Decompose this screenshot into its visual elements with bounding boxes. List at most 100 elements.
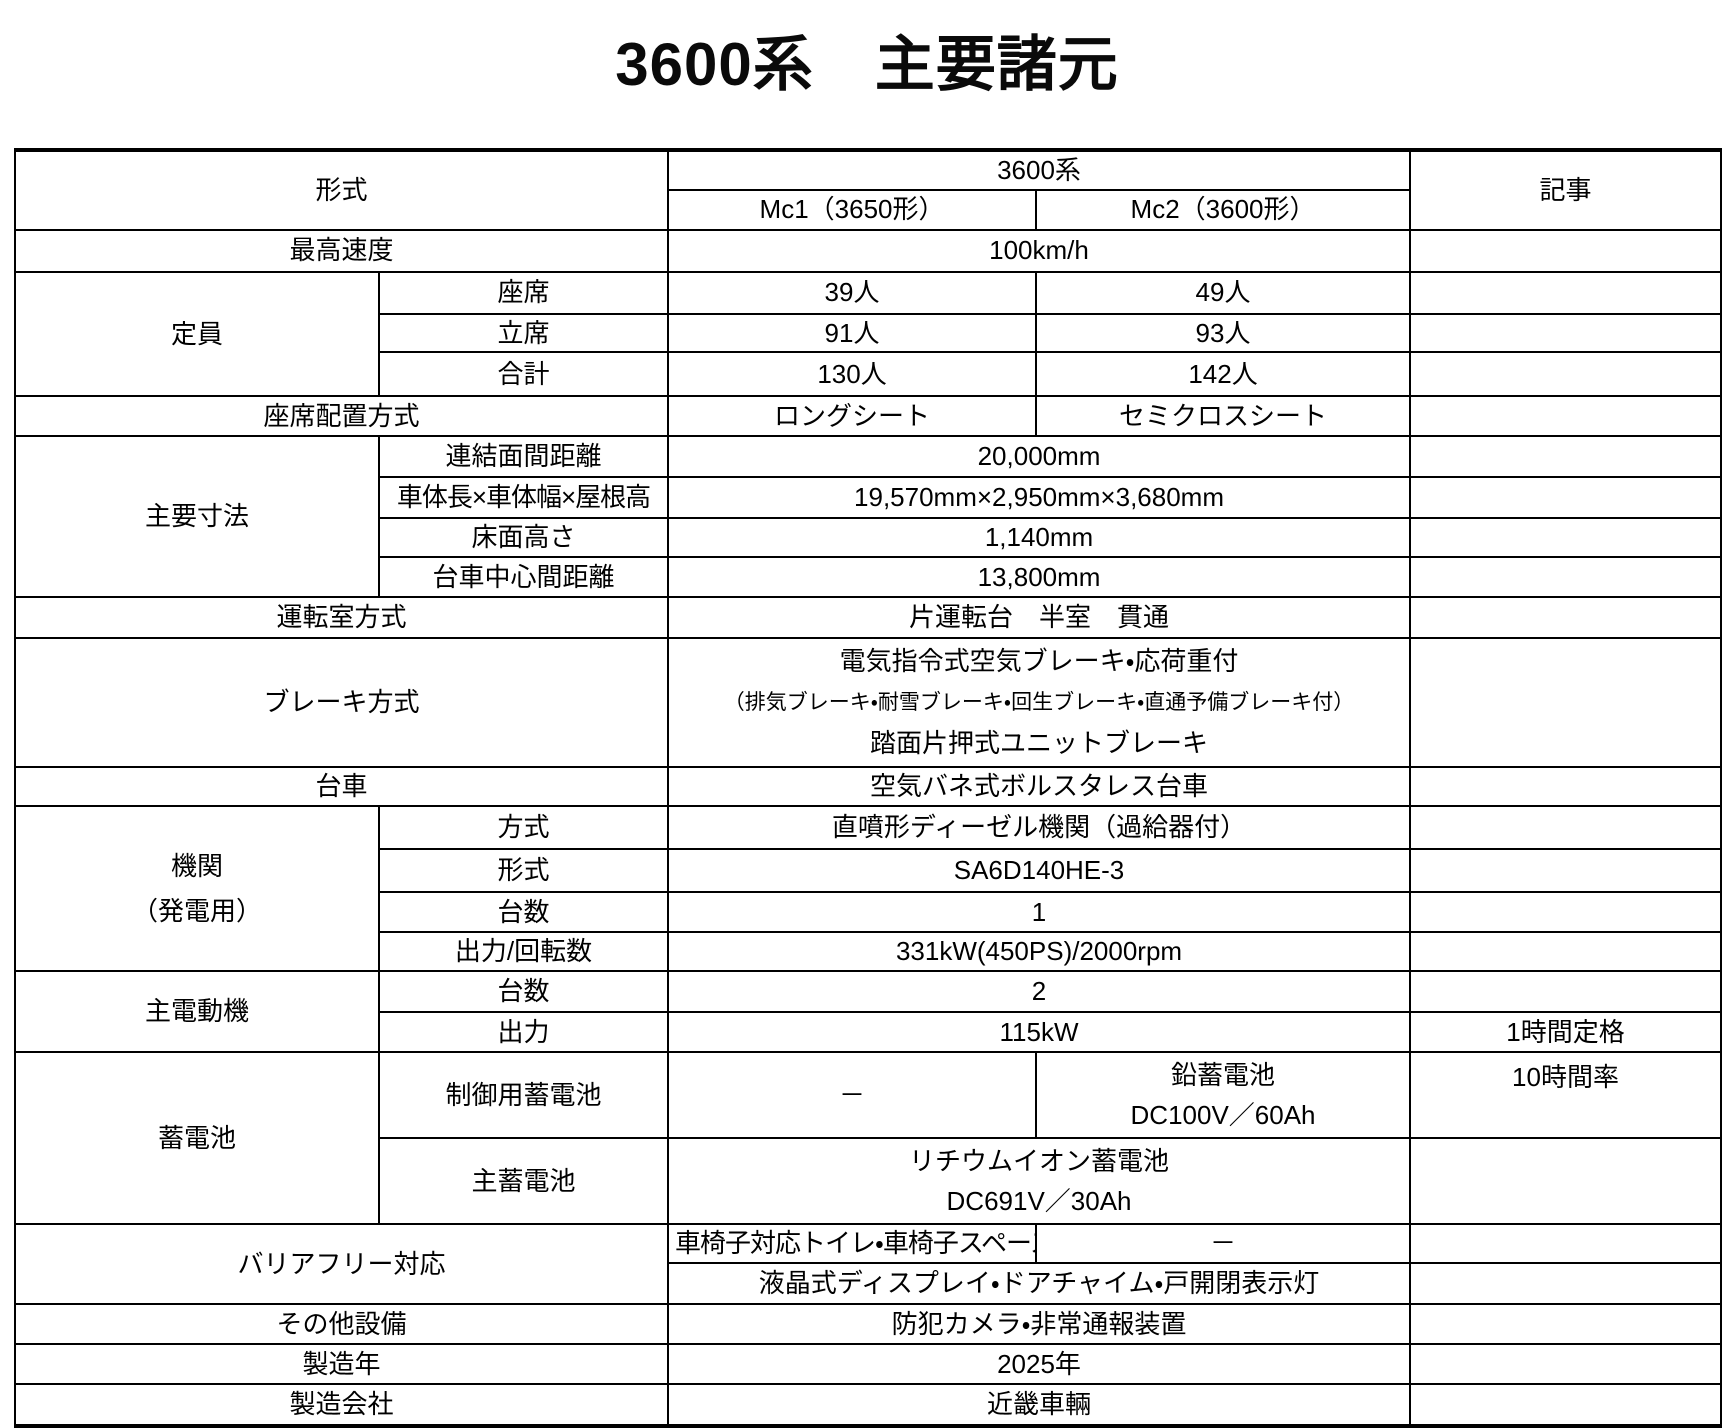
value-seat-layout-mc2: セミクロスシート — [1035, 395, 1412, 437]
notes-build-year — [1409, 1343, 1723, 1385]
notes-capacity-seated — [1409, 270, 1723, 315]
notes-body-size — [1409, 476, 1723, 519]
group-engine: 機関 （発電用） — [14, 805, 380, 972]
value-capacity-total-mc2: 142人 — [1035, 351, 1412, 397]
notes-bogie — [1409, 766, 1723, 807]
notes-coupling-length — [1409, 435, 1723, 478]
notes-barrier-free-2 — [1409, 1262, 1723, 1305]
header-mc2-cell: Mc2（3600形） — [1035, 188, 1412, 231]
label-capacity-seated: 座席 — [377, 270, 670, 315]
group-engine-line1: 機関 — [170, 850, 223, 881]
notes-engine-method — [1409, 805, 1723, 850]
label-engine-model: 形式 — [377, 848, 670, 893]
group-dimensions: 主要寸法 — [14, 435, 380, 598]
battery-control-mc2-line2: DC100V／60Ah — [1130, 1100, 1316, 1130]
value-capacity-seated-mc1: 39人 — [667, 270, 1038, 315]
label-manufacturer: 製造会社 — [13, 1383, 670, 1427]
label-battery-main: 主蓄電池 — [377, 1137, 670, 1225]
label-floor-height: 床面高さ — [377, 517, 670, 558]
value-battery-control-mc1: － — [667, 1051, 1038, 1139]
label-battery-control: 制御用蓄電池 — [377, 1051, 670, 1139]
group-battery: 蓄電池 — [14, 1051, 380, 1225]
value-floor-height: 1,140mm — [667, 517, 1412, 558]
brake-line-3: 踏面片押式ユニットブレーキ — [870, 728, 1209, 758]
label-capacity-standing: 立席 — [377, 312, 670, 353]
notes-max-speed — [1409, 228, 1723, 273]
label-motor-count: 台数 — [377, 970, 670, 1013]
notes-battery-control: 10時間率 — [1409, 1051, 1723, 1139]
label-body-size: 車体長×車体幅×屋根高 — [377, 476, 670, 519]
value-seat-layout-mc1: ロングシート — [667, 395, 1038, 437]
page-title: 3600系 主要諸元 — [615, 31, 1119, 98]
notes-other-equipment — [1409, 1303, 1723, 1345]
group-traction-motor: 主電動機 — [14, 970, 380, 1053]
value-bogie-distance: 13,800mm — [667, 556, 1412, 598]
notes-capacity-standing — [1409, 312, 1723, 353]
label-other-equipment: その他設備 — [13, 1303, 670, 1345]
value-coupling-length: 20,000mm — [667, 435, 1412, 478]
value-capacity-seated-mc2: 49人 — [1035, 270, 1412, 315]
battery-control-mc2-line1: 鉛蓄電池 — [1171, 1060, 1276, 1090]
group-barrier-free: バリアフリー対応 — [13, 1223, 670, 1305]
label-coupling-length: 連結面間距離 — [377, 435, 670, 478]
value-battery-control-mc2: 鉛蓄電池 DC100V／60Ah — [1035, 1051, 1412, 1139]
label-engine-output: 出力/回転数 — [377, 931, 670, 972]
brake-line-1: 電気指令式空気ブレーキ・応荷重付 — [839, 646, 1239, 676]
value-barrier-free-mc2: － — [1035, 1223, 1412, 1264]
value-capacity-standing-mc2: 93人 — [1035, 312, 1412, 353]
notes-floor-height — [1409, 517, 1723, 558]
notes-engine-count — [1409, 891, 1723, 933]
header-mc1-cell: Mc1（3650形） — [667, 188, 1038, 231]
notes-cab-type — [1409, 596, 1723, 639]
label-seat-layout: 座席配置方式 — [13, 395, 670, 437]
value-engine-method: 直噴形ディーゼル機関（過給器付） — [667, 805, 1412, 850]
value-bogie: 空気バネ式ボルスタレス台車 — [667, 766, 1412, 807]
header-series-cell: 3600系 — [667, 149, 1412, 191]
notes-barrier-free-1 — [1409, 1223, 1723, 1264]
label-bogie-distance: 台車中心間距離 — [377, 556, 670, 598]
label-max-speed: 最高速度 — [13, 228, 670, 273]
label-bogie: 台車 — [13, 766, 670, 807]
brake-line-2: （排気ブレーキ・耐雪ブレーキ・回生ブレーキ・直通予備ブレーキ付） — [723, 691, 1355, 714]
label-build-year: 製造年 — [13, 1343, 670, 1385]
header-format-cell: 形式 — [13, 149, 670, 231]
value-capacity-standing-mc1: 91人 — [667, 312, 1038, 353]
value-engine-output: 331kW(450PS)/2000rpm — [667, 931, 1412, 972]
value-barrier-free-common: 液晶式ディスプレイ・ドアチャイム・戸開閉表示灯 — [667, 1262, 1412, 1305]
value-max-speed: 100km/h — [667, 228, 1412, 273]
value-motor-output: 115kW — [667, 1011, 1412, 1053]
value-engine-model: SA6D140HE-3 — [667, 848, 1412, 893]
value-barrier-free-mc1: 車椅子対応トイレ・車椅子スペース — [667, 1223, 1038, 1264]
label-capacity-total: 合計 — [377, 351, 670, 397]
value-motor-count: 2 — [667, 970, 1412, 1013]
group-engine-line2: （発電用） — [131, 895, 262, 926]
notes-manufacturer — [1409, 1383, 1723, 1427]
value-brake: 電気指令式空気ブレーキ・応荷重付 （排気ブレーキ・耐雪ブレーキ・回生ブレーキ・直… — [667, 637, 1412, 768]
header-notes-cell: 記事 — [1409, 149, 1723, 231]
value-other-equipment: 防犯カメラ・非常通報装置 — [667, 1303, 1412, 1345]
value-manufacturer: 近畿車輛 — [667, 1383, 1412, 1427]
label-brake: ブレーキ方式 — [13, 637, 670, 768]
battery-main-line1: リチウムイオン蓄電池 — [909, 1146, 1170, 1176]
notes-engine-model — [1409, 848, 1723, 893]
value-build-year: 2025年 — [667, 1343, 1412, 1385]
value-capacity-total-mc1: 130人 — [667, 351, 1038, 397]
value-cab-type: 片運転台 半室 貫通 — [667, 596, 1412, 639]
value-battery-main: リチウムイオン蓄電池 DC691V／30Ah — [667, 1137, 1412, 1225]
label-cab-type: 運転室方式 — [13, 596, 670, 639]
label-engine-method: 方式 — [377, 805, 670, 850]
spec-table: 形式 3600系 記事 Mc1（3650形） Mc2（3600形） 最高速度 1… — [13, 148, 1723, 1428]
value-body-size: 19,570mm×2,950mm×3,680mm — [667, 476, 1412, 519]
notes-bogie-distance — [1409, 556, 1723, 598]
notes-motor-output: 1時間定格 — [1409, 1011, 1723, 1053]
battery-main-line2: DC691V／30Ah — [946, 1186, 1132, 1216]
value-engine-count: 1 — [667, 891, 1412, 933]
notes-seat-layout — [1409, 395, 1723, 437]
notes-brake — [1409, 637, 1723, 768]
notes-capacity-total — [1409, 351, 1723, 397]
group-capacity: 定員 — [14, 270, 380, 397]
notes-battery-main — [1409, 1137, 1723, 1225]
notes-engine-output — [1409, 931, 1723, 972]
label-motor-output: 出力 — [377, 1011, 670, 1053]
